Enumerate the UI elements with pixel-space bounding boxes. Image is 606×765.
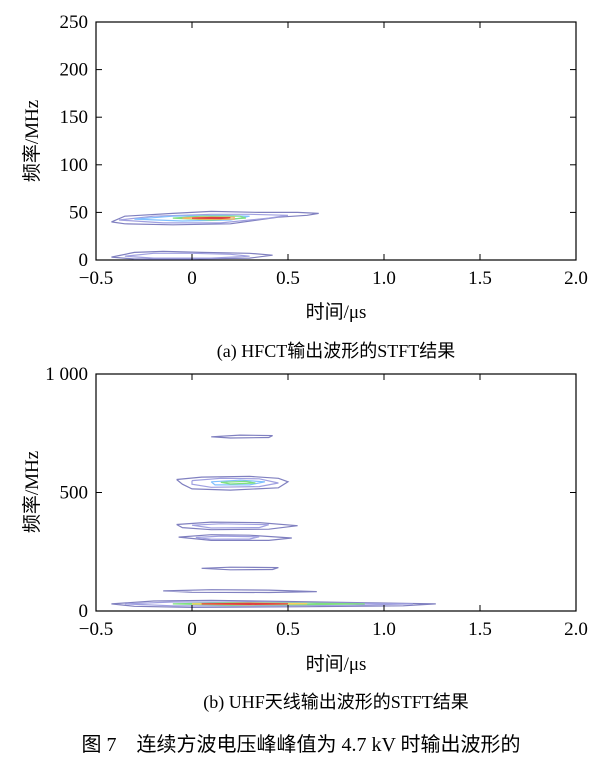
contour-line <box>211 434 273 439</box>
y-tick-label: 500 <box>60 483 89 504</box>
x-tick-label: 1.0 <box>372 268 396 289</box>
contour-line <box>176 475 290 491</box>
contour-line <box>191 523 269 529</box>
plot-b-x-ticks: −0.5 0 0.5 1.0 1.5 2.0 <box>79 374 588 640</box>
figure-caption: 图 7 连续方波电压峰峰值为 4.7 kV 时输出波形的 <box>81 733 520 756</box>
contour-line <box>201 566 279 571</box>
contour-line <box>163 589 317 594</box>
x-tick-label: 2.0 <box>564 619 588 640</box>
contour-line <box>172 602 365 606</box>
x-tick-label: −0.5 <box>79 619 113 640</box>
contour-line <box>191 477 279 488</box>
contour-line <box>195 535 260 540</box>
y-tick-label: 200 <box>60 60 89 81</box>
plot-b-caption: (b) UHF天线输出波形的STFT结果 <box>203 692 469 713</box>
contour-line <box>178 534 292 542</box>
plot-b-x-label: 时间/μs <box>306 653 367 675</box>
y-tick-label: 1 000 <box>45 364 88 385</box>
y-tick-label: 150 <box>60 107 89 128</box>
y-tick-label: 250 <box>60 12 89 33</box>
y-tick-label: 50 <box>69 202 88 223</box>
plot-a-caption: (a) HFCT输出波形的STFT结果 <box>217 341 456 362</box>
x-tick-label: 1.0 <box>372 619 396 640</box>
x-tick-label: 0 <box>187 619 197 640</box>
plot-b-y-label: 频率/MHz <box>21 451 43 533</box>
plot-a-x-ticks: −0.5 0 0.5 1.0 1.5 2.0 <box>79 22 588 289</box>
y-tick-label: 100 <box>60 155 89 176</box>
plot-a-y-ticks: 0 50 100 150 200 250 <box>60 12 576 271</box>
plot-a-contours <box>111 210 319 260</box>
contour-line <box>210 479 266 486</box>
plot-b-frame <box>95 373 577 612</box>
contour-line <box>191 216 231 220</box>
x-tick-label: 1.5 <box>468 268 492 289</box>
contour-line <box>176 521 298 531</box>
contour-line <box>201 602 289 606</box>
contour-line <box>220 480 256 485</box>
plot-a-x-label: 时间/μs <box>306 301 367 323</box>
contour-line <box>124 252 250 259</box>
y-tick-label: 0 <box>79 601 89 622</box>
plot-a-y-label: 频率/MHz <box>21 100 43 182</box>
x-tick-label: 0.5 <box>276 268 300 289</box>
x-tick-label: 1.5 <box>468 619 492 640</box>
contour-line <box>124 601 413 607</box>
x-tick-label: 0.5 <box>276 619 300 640</box>
x-tick-label: 0 <box>187 268 197 289</box>
plot-b-contours <box>111 434 436 609</box>
contour-line <box>111 250 273 260</box>
y-tick-label: 0 <box>79 250 89 271</box>
x-tick-label: 2.0 <box>564 268 588 289</box>
x-tick-label: −0.5 <box>79 268 113 289</box>
contour-line <box>111 210 319 226</box>
contour-line <box>118 213 289 224</box>
plot-b-y-ticks: 0 500 1 000 <box>45 364 576 622</box>
contour-line <box>134 214 250 222</box>
contour-line <box>111 599 436 609</box>
